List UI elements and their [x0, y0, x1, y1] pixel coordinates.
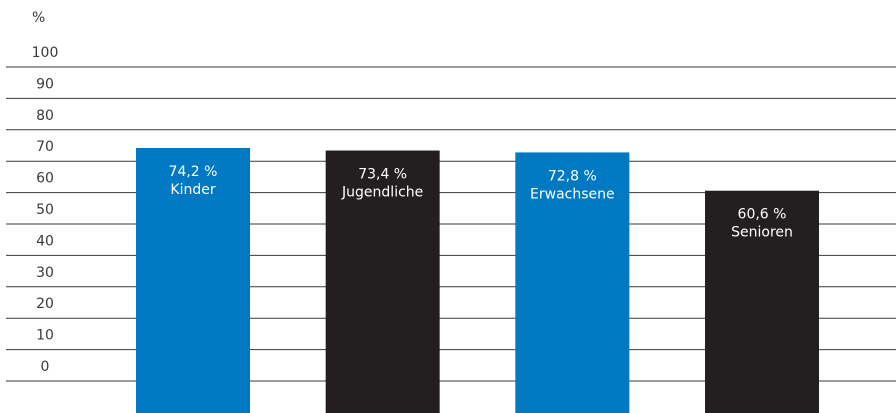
- bar-rect-jugendliche: [325, 150, 440, 413]
- bar-value-label: 60,6 %: [738, 207, 787, 223]
- bar-senioren: 60,6 % Senioren: [705, 190, 820, 413]
- y-tick-label-80: 80: [36, 108, 54, 124]
- bar-jugendliche: 73,4 % Jugendliche: [325, 150, 440, 413]
- y-tick-label-20: 20: [36, 296, 54, 312]
- bar-rect-erwachsene: [515, 152, 630, 413]
- bar-category-label: Senioren: [731, 225, 793, 241]
- bar-category-label: Kinder: [170, 182, 215, 198]
- bars: 74,2 % Kinder 73,4 % Jugendliche 72,8 % Erwac…: [136, 148, 820, 413]
- bar-value-label: 74,2 %: [169, 164, 218, 180]
- bar-value-label: 73,4 %: [358, 167, 407, 183]
- bar-category-label: Jugendliche: [341, 185, 423, 201]
- y-tick-label-10: 10: [36, 328, 54, 344]
- y-tick-label-60: 60: [36, 171, 54, 187]
- y-tick-label-0: 0: [41, 359, 50, 375]
- y-tick-label-100: 100: [32, 45, 59, 61]
- bar-category-label: Erwachsene: [530, 186, 615, 202]
- bar-rect-kinder: [136, 148, 250, 413]
- y-tick-label-50: 50: [36, 202, 54, 218]
- y-tick-label-70: 70: [36, 139, 54, 155]
- y-axis-tick-labels: 0 10 20 30 40 50 60 70 80 90 100: [32, 45, 59, 375]
- bar-rect-senioren: [705, 190, 820, 413]
- y-tick-label-30: 30: [36, 265, 54, 281]
- y-tick-label-40: 40: [36, 233, 54, 249]
- y-tick-label-90: 90: [36, 76, 54, 92]
- bar-kinder: 74,2 % Kinder: [136, 148, 250, 413]
- y-axis-unit-label: %: [32, 10, 45, 26]
- bar-erwachsene: 72,8 % Erwachsene: [515, 152, 630, 413]
- bar-value-label: 72,8 %: [548, 168, 597, 184]
